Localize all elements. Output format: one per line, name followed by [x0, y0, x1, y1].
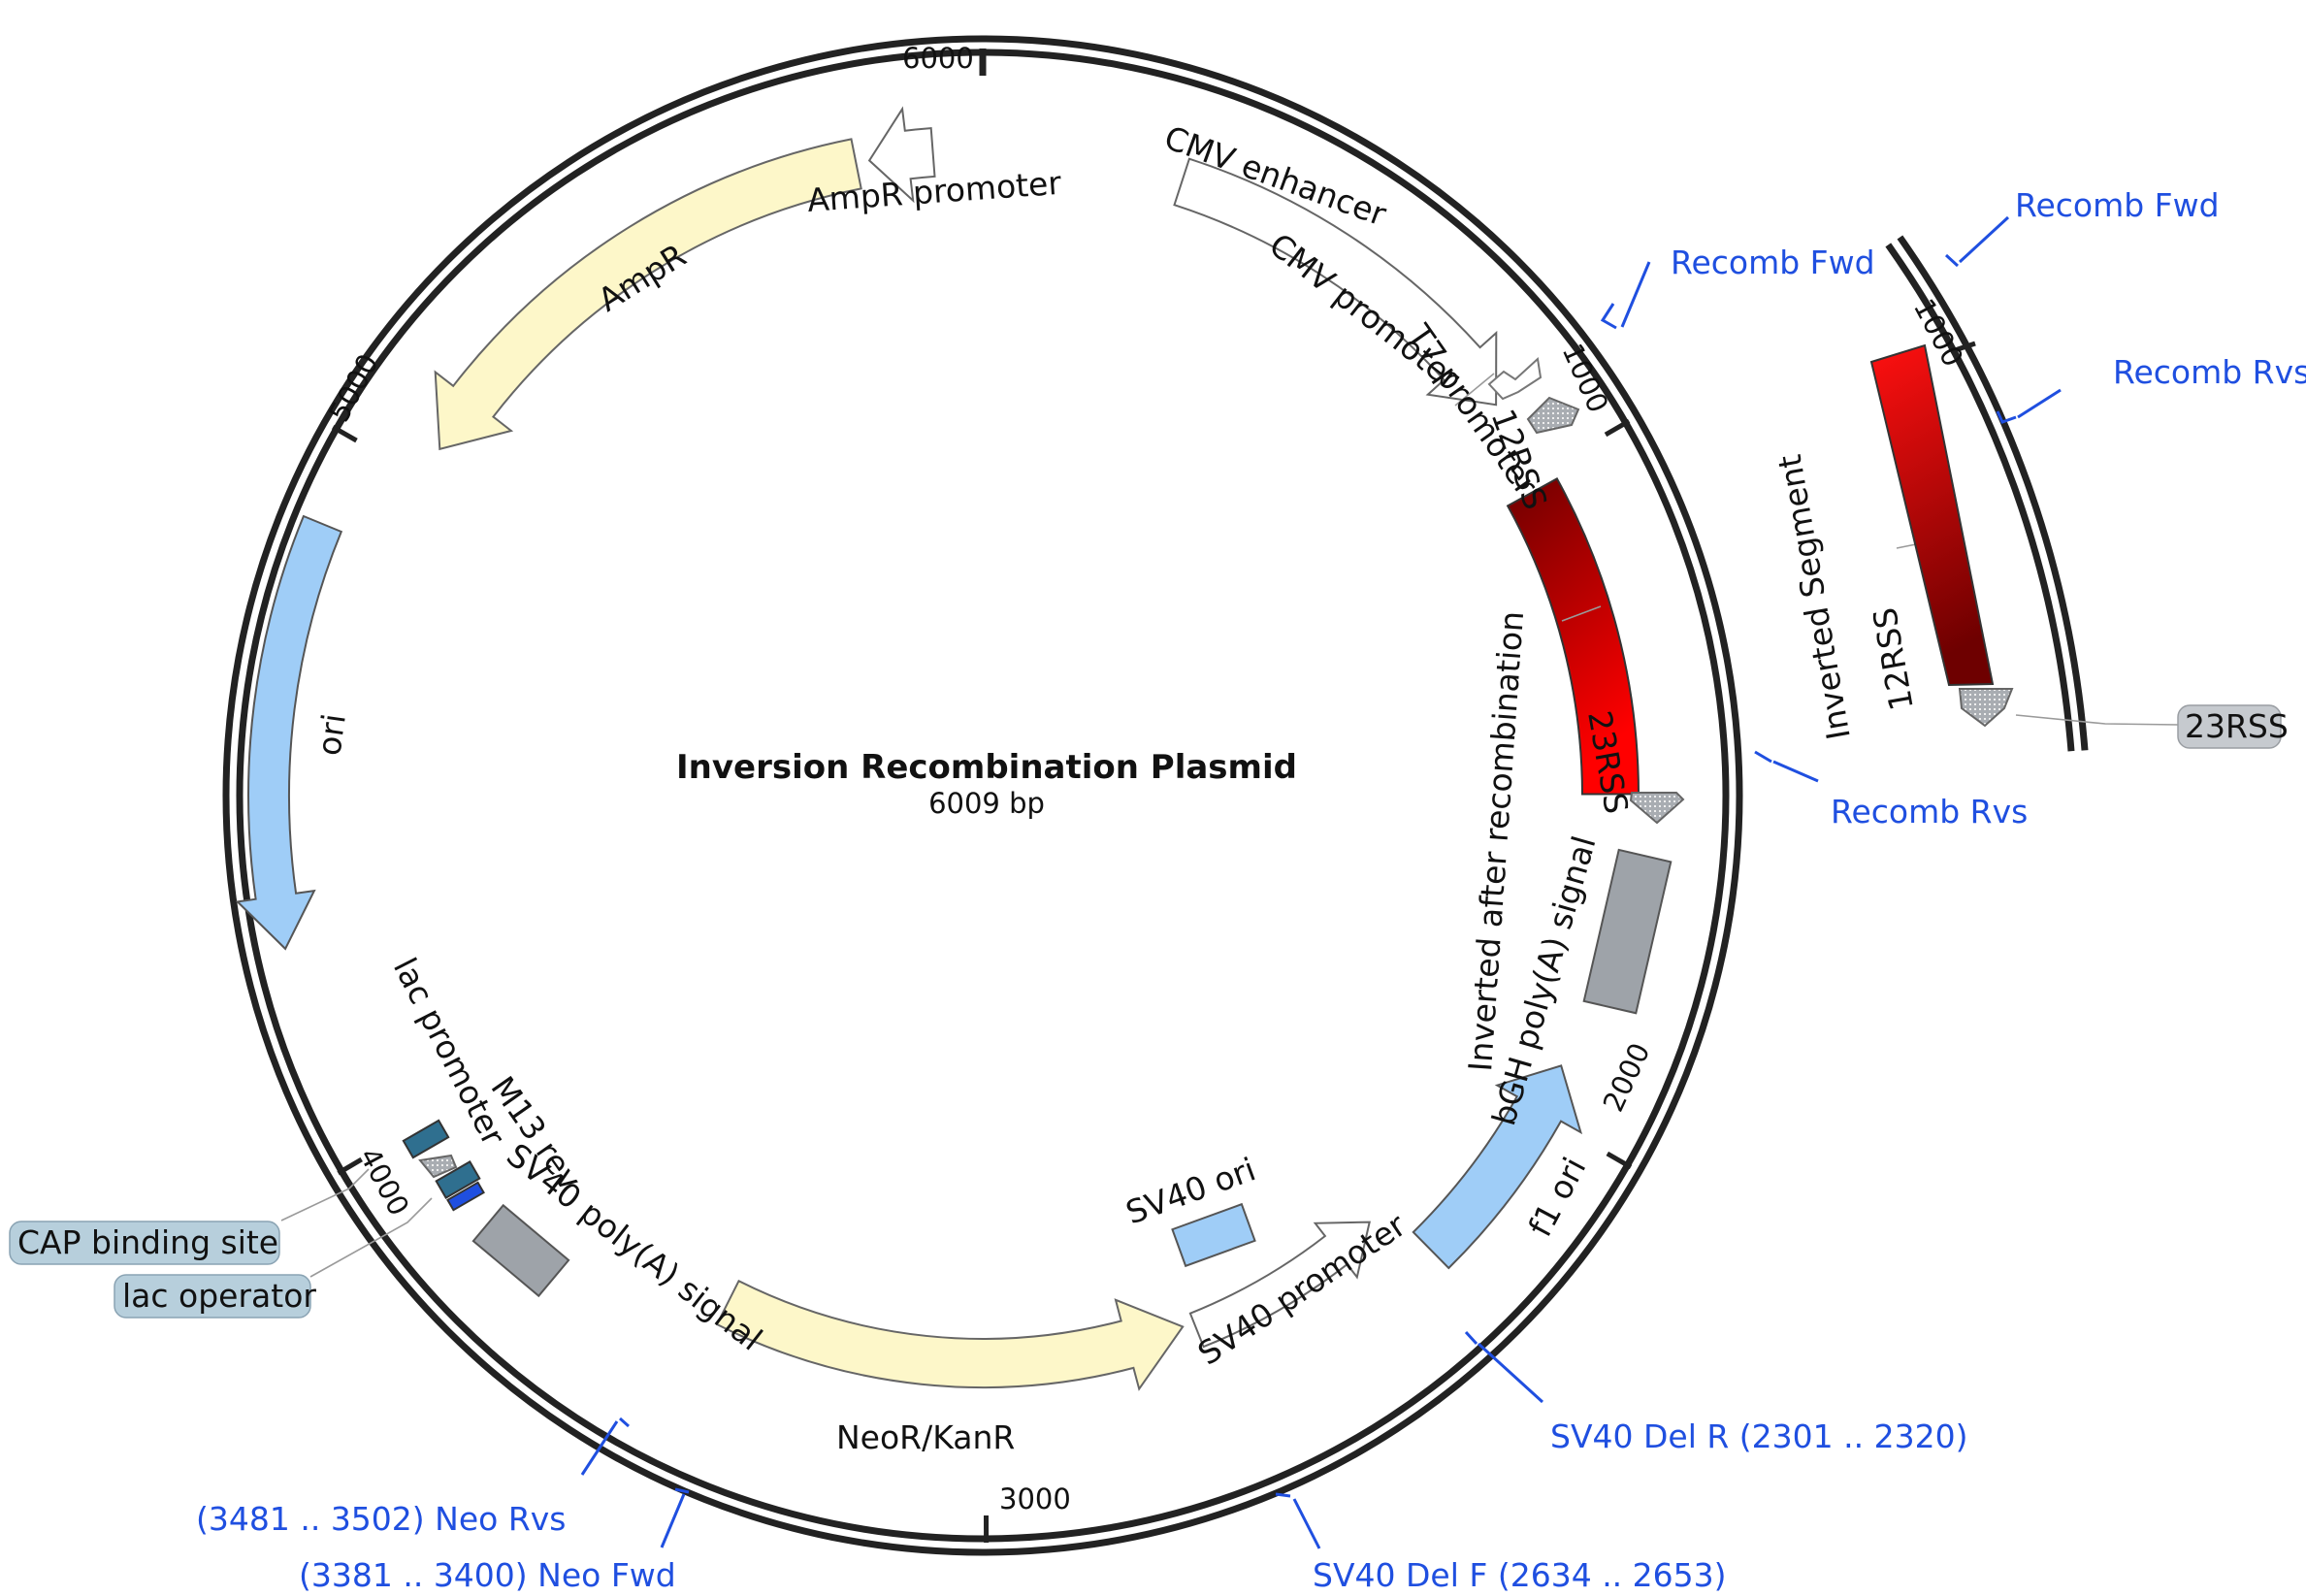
t7-promoter-arrow	[1487, 357, 1543, 401]
rss23-marker	[1629, 792, 1685, 825]
cap-binding-site-tag	[9, 1221, 280, 1265]
cap-binding-site-label: CAP binding site	[17, 1223, 278, 1261]
rss12-marker	[1526, 396, 1580, 435]
sv40-promoter-arrow	[1188, 1221, 1371, 1349]
inset-12rss-label: 12RSS	[1866, 604, 1921, 713]
backbone-outer-ring	[222, 35, 1743, 1556]
tick-layer	[331, 49, 1976, 1544]
ampr-arrow	[434, 138, 862, 451]
primer-sv40-del-f: SV40 Del F (2634 .. 2653)	[1313, 1556, 1727, 1594]
feature-layer	[235, 106, 1640, 1391]
neor-kanr-arrow	[715, 1279, 1185, 1391]
cap-site-block	[435, 1159, 481, 1200]
ampr-promoter-arrow	[867, 106, 936, 204]
inverted-segment-arc	[1506, 477, 1640, 796]
primer-marks	[580, 215, 2062, 1549]
primer-neo-fwd: (3381 .. 3400) Neo Fwd	[299, 1556, 676, 1594]
label-neo: NeoR/KanR	[836, 1418, 1015, 1456]
inset-23rss-label: 23RSS	[2185, 707, 2289, 745]
m13-rev-arrow	[418, 1154, 458, 1179]
primer-recomb-fwd: Recomb Fwd	[1671, 244, 1875, 281]
inset-segment-arc	[1869, 343, 1995, 687]
lac-operator-tag	[114, 1274, 311, 1319]
lac-promoter-block	[402, 1119, 450, 1159]
inset-primer-recomb-fwd: Recomb Fwd	[2015, 186, 2220, 224]
primer-neo-rvs: (3481 .. 3502) Neo Rvs	[196, 1500, 566, 1538]
tick-mark-1000	[1604, 418, 1631, 438]
tick-label-2000: 2000	[1597, 1038, 1657, 1117]
f1-ori-arrow	[1412, 1064, 1583, 1270]
inset-23rss-tag	[2177, 704, 2282, 749]
inset-primer-recomb-rvs: Recomb Rvs	[2113, 353, 2306, 391]
inset-tick-mark	[1951, 341, 1976, 354]
lac-operator-label: lac operator	[122, 1277, 316, 1315]
tick-mark-2000	[1606, 1151, 1633, 1170]
leader-lines	[280, 373, 2180, 1278]
inset-arc-inner	[1885, 243, 2075, 752]
primer-sv40-del-r: SV40 Del R (2301 .. 2320)	[1550, 1417, 1967, 1455]
tick-mark-5000	[331, 425, 358, 443]
inset-inverted-segment-label: Inverted Segment	[1770, 452, 1858, 743]
lac-operator-block	[446, 1181, 485, 1212]
label-ori: ori	[309, 711, 353, 758]
tick-label-5000: 5000	[322, 348, 385, 427]
tick-label-3000: 3000	[999, 1482, 1071, 1515]
sv40-polya-block	[471, 1203, 570, 1298]
ori-arrow	[235, 514, 343, 951]
primer-recomb-rvs: Recomb Rvs	[1831, 793, 2028, 831]
plasmid-title: Inversion Recombination Plasmid	[676, 748, 1297, 787]
inset-rss-arrow	[1958, 688, 2014, 728]
sv40-ori-block	[1171, 1202, 1256, 1268]
inset-arc-outer	[1897, 235, 2089, 751]
bgh-polya-block	[1582, 848, 1673, 1015]
cmv-enhancer-promoter-arrow	[1173, 157, 1498, 407]
tick-label-6000: 6000	[902, 42, 974, 75]
plasmid-size: 6009 bp	[928, 787, 1045, 820]
label-lac-promoter: lac promoter	[386, 952, 513, 1152]
tick-mark-4000	[337, 1156, 363, 1176]
